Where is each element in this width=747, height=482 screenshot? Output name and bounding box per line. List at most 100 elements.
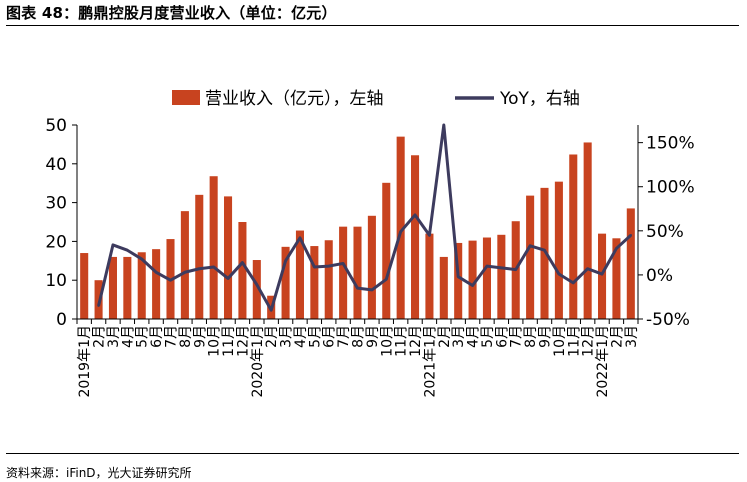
x-tick-label: 3月	[624, 325, 640, 348]
chart-axes	[76, 125, 639, 320]
revenue-bar	[396, 136, 405, 319]
x-tick-label: 5月	[135, 325, 151, 348]
revenue-bar	[224, 196, 233, 319]
yoy-point	[485, 264, 489, 268]
revenue-bar	[108, 256, 117, 319]
x-tick-label: 7月	[509, 325, 525, 348]
revenue-bar	[626, 208, 635, 319]
x-tick-label: 8月	[178, 325, 194, 348]
x-tick-label: 4月	[293, 325, 309, 348]
x-tick-label: 12月	[408, 325, 424, 357]
revenue-bar	[195, 194, 204, 319]
yoy-point	[327, 264, 330, 268]
revenue-bar	[123, 256, 132, 319]
revenue-bar	[468, 240, 477, 319]
right-tick-label: -50%	[646, 310, 690, 330]
yoy-point	[572, 281, 575, 285]
yoy-point	[183, 271, 187, 274]
x-tick-label: 6月	[149, 325, 165, 348]
x-tick-label: 2月	[92, 325, 108, 348]
revenue-bar	[252, 260, 261, 319]
legend-line-label: YoY，右轴	[499, 89, 580, 109]
x-tick-label: 11月	[566, 325, 582, 357]
yoy-point	[169, 279, 172, 282]
x-tick-label: 2月	[609, 325, 625, 348]
yoy-line	[97, 123, 632, 312]
yoy-point	[111, 243, 115, 247]
x-tick-label: 7月	[336, 325, 352, 348]
revenue-bar	[281, 246, 290, 319]
x-tick-label: 5月	[480, 325, 496, 348]
revenue-bars	[80, 136, 635, 319]
revenue-bar	[152, 249, 161, 319]
yoy-point	[313, 265, 316, 269]
revenue-bar	[482, 237, 491, 319]
revenue-bar	[180, 211, 189, 319]
right-axis-ticks: -50% 0% 50% 100% 150%	[638, 134, 695, 330]
x-tick-label: 5月	[307, 325, 323, 348]
yoy-point	[543, 249, 546, 252]
yoy-point	[385, 278, 388, 281]
yoy-point	[341, 262, 345, 265]
x-tick-label: 8月	[523, 325, 539, 348]
right-tick-label: 100%	[646, 178, 695, 198]
yoy-point	[428, 234, 431, 237]
x-tick-label: 10月	[552, 325, 568, 357]
x-tick-label: 2019年1月	[77, 325, 93, 398]
revenue-bar	[353, 226, 362, 319]
yoy-point	[586, 267, 589, 270]
revenue-bar	[339, 226, 348, 319]
revenue-bar	[367, 215, 376, 319]
x-tick-label: 9月	[365, 325, 381, 348]
x-tick-label: 3月	[106, 325, 122, 348]
source-rule	[6, 453, 739, 454]
left-tick-label: 40	[45, 155, 67, 175]
figure-title: 图表 48：鹏鼎控股月度营业收入（单位：亿元）	[6, 4, 337, 22]
yoy-point	[198, 267, 201, 270]
yoy-point	[241, 261, 244, 264]
yoy-point	[97, 304, 100, 307]
x-tick-label: 4月	[120, 325, 136, 348]
yoy-point	[140, 257, 143, 261]
yoy-point	[212, 265, 215, 269]
revenue-bar	[598, 233, 607, 319]
revenue-bar	[554, 181, 563, 319]
x-tick-label: 2021年1月	[422, 325, 438, 398]
revenue-bar	[526, 195, 535, 319]
x-tick-label: 6月	[494, 325, 510, 348]
title-rule	[6, 25, 739, 26]
yoy-point	[629, 234, 633, 237]
left-tick-label: 10	[45, 271, 67, 291]
x-tick-label: 2月	[264, 325, 280, 348]
yoy-point	[284, 259, 287, 262]
x-tick-label: 6月	[322, 325, 338, 348]
yoy-point	[442, 123, 446, 127]
revenue-bar	[540, 187, 549, 319]
revenue-bar	[238, 222, 247, 319]
left-axis-ticks: 0 10 20 30 40 50	[45, 116, 77, 330]
x-tick-label: 3月	[279, 325, 295, 348]
x-tick-label: 8月	[351, 325, 367, 348]
x-tick-label: 10月	[207, 325, 223, 357]
x-tick-label: 4月	[466, 325, 482, 348]
x-tick-label: 2022年1月	[595, 325, 611, 398]
revenue-bar	[209, 176, 218, 319]
yoy-point	[615, 247, 618, 250]
figure-source: 资料来源：iFinD，光大证券研究所	[6, 466, 192, 480]
x-tick-label: 9月	[538, 325, 554, 348]
yoy-point	[399, 230, 402, 233]
revenue-bar	[295, 230, 304, 319]
yoy-point	[126, 249, 129, 252]
revenue-bar	[439, 256, 448, 319]
revenue-bar	[497, 234, 506, 319]
yoy-point	[356, 286, 359, 290]
revenue-bar	[324, 240, 333, 319]
x-tick-label: 9月	[192, 325, 208, 348]
right-tick-label: 150%	[646, 134, 695, 154]
revenue-bar	[411, 155, 420, 319]
revenue-bar	[454, 242, 463, 319]
left-tick-label: 0	[56, 310, 67, 330]
yoy-point	[500, 266, 503, 270]
revenue-bar	[569, 154, 578, 319]
left-tick-label: 30	[45, 194, 67, 214]
